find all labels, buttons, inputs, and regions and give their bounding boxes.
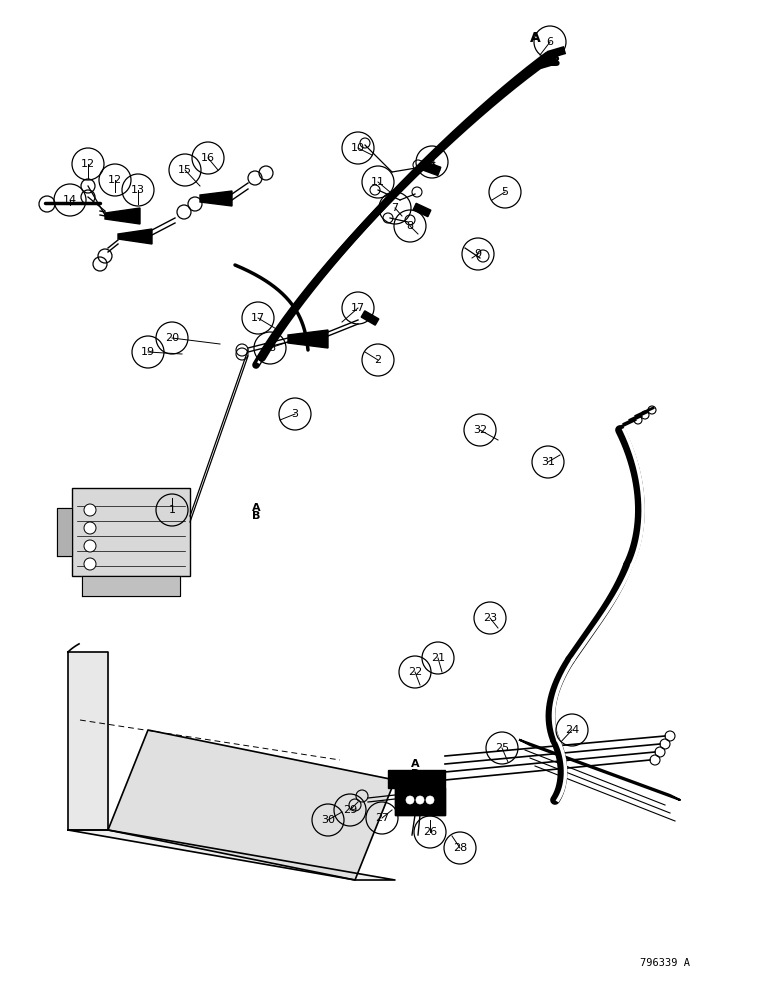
Text: 11: 11 [371, 177, 385, 187]
Text: 12: 12 [108, 175, 122, 185]
Text: 28: 28 [453, 843, 467, 853]
Text: 30: 30 [321, 815, 335, 825]
Text: 5: 5 [502, 187, 509, 197]
Circle shape [416, 796, 424, 804]
Text: 15: 15 [178, 165, 192, 175]
Polygon shape [57, 508, 72, 556]
Polygon shape [413, 203, 431, 217]
Text: 12: 12 [81, 159, 95, 169]
Text: 20: 20 [165, 333, 179, 343]
Polygon shape [105, 208, 140, 224]
Polygon shape [82, 576, 180, 596]
Text: 17: 17 [351, 303, 365, 313]
Polygon shape [68, 652, 108, 830]
Text: 24: 24 [565, 725, 579, 735]
Text: 19: 19 [141, 347, 155, 357]
Polygon shape [68, 830, 395, 880]
Circle shape [84, 522, 96, 534]
Text: 7: 7 [391, 203, 398, 213]
Text: B: B [550, 55, 560, 69]
Text: 3: 3 [292, 409, 299, 419]
Text: 25: 25 [495, 743, 509, 753]
Text: 8: 8 [406, 221, 414, 231]
Polygon shape [395, 788, 445, 815]
Text: 29: 29 [343, 805, 357, 815]
Text: 23: 23 [483, 613, 497, 623]
Polygon shape [388, 770, 445, 788]
Circle shape [406, 796, 414, 804]
Text: A: A [252, 503, 261, 513]
Text: 21: 21 [431, 653, 445, 663]
Polygon shape [108, 730, 395, 880]
Text: A: A [530, 31, 540, 45]
Text: 6: 6 [547, 37, 554, 47]
Text: 16: 16 [201, 153, 215, 163]
Text: 14: 14 [63, 195, 77, 205]
Text: 9: 9 [475, 249, 482, 259]
Polygon shape [419, 160, 441, 176]
Circle shape [84, 540, 96, 552]
Polygon shape [200, 191, 232, 206]
Polygon shape [361, 311, 379, 325]
Text: 17: 17 [251, 313, 265, 323]
Polygon shape [288, 330, 328, 348]
Text: B: B [252, 511, 260, 521]
Text: 796339 A: 796339 A [640, 958, 690, 968]
Text: 18: 18 [263, 343, 277, 353]
Circle shape [84, 558, 96, 570]
Text: B: B [411, 769, 419, 779]
Text: 1: 1 [168, 505, 175, 515]
Text: A: A [411, 759, 419, 769]
Text: 27: 27 [375, 813, 389, 823]
Text: 13: 13 [131, 185, 145, 195]
Text: 32: 32 [473, 425, 487, 435]
FancyBboxPatch shape [72, 488, 190, 576]
Text: 2: 2 [374, 355, 381, 365]
Text: 4: 4 [428, 157, 435, 167]
Polygon shape [118, 229, 152, 244]
Text: 31: 31 [541, 457, 555, 467]
Text: 10: 10 [351, 143, 365, 153]
Text: 22: 22 [408, 667, 422, 677]
Circle shape [84, 504, 96, 516]
Circle shape [426, 796, 434, 804]
Text: 26: 26 [423, 827, 437, 837]
